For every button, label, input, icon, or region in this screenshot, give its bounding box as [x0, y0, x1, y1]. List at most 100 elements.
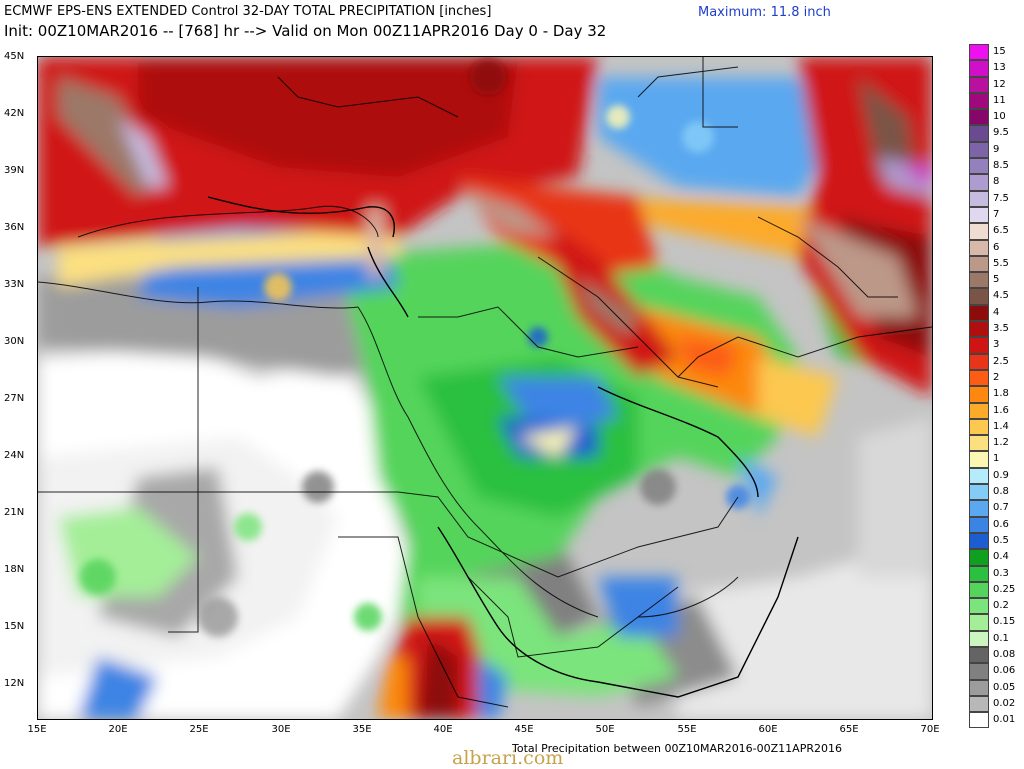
lon-label: 55E — [677, 724, 697, 735]
legend-label: 9.5 — [993, 127, 1009, 139]
legend-label: 7 — [993, 208, 1000, 220]
legend-swatch — [969, 663, 989, 680]
lat-label: 18N — [4, 564, 25, 575]
lon-label: 40E — [433, 724, 453, 735]
legend-swatch — [969, 304, 989, 322]
legend-swatch — [969, 158, 989, 175]
legend-label: 2.5 — [993, 355, 1009, 367]
legend-label: 8.5 — [993, 160, 1009, 172]
legend-item: 0.15 — [969, 614, 1023, 631]
lat-label: 33N — [4, 279, 25, 290]
legend-swatch — [969, 679, 989, 696]
legend-item: 7.5 — [969, 190, 1023, 207]
legend-swatch — [969, 141, 989, 159]
legend-swatch — [969, 630, 989, 647]
lat-label: 21N — [4, 507, 25, 518]
legend-label: 0.08 — [993, 648, 1016, 660]
legend-item: 0.02 — [969, 695, 1023, 713]
legend-swatch — [969, 206, 989, 224]
legend-label: 0.02 — [993, 697, 1016, 709]
lon-label: 65E — [839, 724, 859, 735]
legend-label: 0.4 — [993, 551, 1009, 563]
legend-item: 9.5 — [969, 125, 1023, 142]
legend-label: 6 — [993, 241, 1000, 253]
legend-item: 4 — [969, 304, 1023, 322]
legend-label: 0.2 — [993, 600, 1009, 612]
lon-label: 50E — [595, 724, 615, 735]
legend-item: 9 — [969, 141, 1023, 159]
legend-label: 5.5 — [993, 257, 1009, 269]
legend-item: 0.06 — [969, 663, 1023, 680]
legend-item: 5.5 — [969, 255, 1023, 273]
legend-item: 3 — [969, 337, 1023, 354]
legend-swatch — [969, 646, 989, 664]
lon-label: 25E — [189, 724, 209, 735]
footer-caption: Total Precipitation between 00Z10MAR2016… — [512, 742, 842, 755]
legend-swatch — [969, 76, 989, 93]
legend-swatch — [969, 695, 989, 713]
legend-swatch — [969, 60, 989, 77]
legend-label: 0.25 — [993, 583, 1016, 595]
color-scale-legend: 15 13 12 11 10 9.5 9 8.5 8 7.5 7 6.5 6 5.5 5 4.5 4 3.5 3 2.… — [969, 44, 1023, 729]
legend-swatch — [969, 712, 989, 729]
legend-item: 0.25 — [969, 581, 1023, 599]
legend-item: 15 — [969, 44, 1023, 61]
legend-swatch — [969, 223, 989, 240]
legend-swatch — [969, 532, 989, 550]
lat-label: 45N — [4, 51, 25, 62]
legend-swatch — [969, 272, 989, 289]
legend-item: 0.7 — [969, 500, 1023, 517]
legend-label: 1 — [993, 453, 1000, 465]
legend-swatch — [969, 500, 989, 517]
lat-label: 30N — [4, 336, 25, 347]
legend-item: 2.5 — [969, 353, 1023, 370]
legend-swatch — [969, 239, 989, 256]
legend-item: 2 — [969, 369, 1023, 387]
legend-swatch — [969, 418, 989, 436]
legend-item: 0.01 — [969, 712, 1023, 729]
lat-label: 15N — [4, 621, 25, 632]
lat-label: 12N — [4, 678, 25, 689]
legend-item: 1.4 — [969, 418, 1023, 436]
legend-item: 0.8 — [969, 484, 1023, 501]
legend-label: 1.2 — [993, 437, 1009, 449]
legend-swatch — [969, 565, 989, 582]
legend-swatch — [969, 581, 989, 599]
legend-swatch — [969, 549, 989, 566]
legend-item: 4.5 — [969, 288, 1023, 305]
legend-label: 0.15 — [993, 616, 1016, 628]
legend-label: 11 — [993, 94, 1006, 106]
lat-label: 36N — [4, 222, 25, 233]
legend-item: 1.2 — [969, 435, 1023, 452]
lon-label: 35E — [352, 724, 372, 735]
legend-swatch — [969, 337, 989, 354]
precipitation-map — [37, 56, 933, 720]
legend-swatch — [969, 435, 989, 452]
legend-item: 6.5 — [969, 223, 1023, 240]
legend-swatch — [969, 255, 989, 273]
legend-swatch — [969, 92, 989, 110]
watermark: albrari.com — [452, 747, 564, 769]
legend-label: 8 — [993, 176, 1000, 188]
legend-label: 1.4 — [993, 420, 1009, 432]
legend-swatch — [969, 174, 989, 191]
legend-swatch — [969, 190, 989, 207]
legend-swatch — [969, 321, 989, 338]
legend-label: 4.5 — [993, 290, 1009, 302]
legend-item: 0.9 — [969, 467, 1023, 485]
legend-item: 12 — [969, 76, 1023, 93]
legend-swatch — [969, 516, 989, 533]
legend-label: 12 — [993, 78, 1006, 90]
legend-item: 0.1 — [969, 630, 1023, 647]
legend-swatch — [969, 353, 989, 370]
legend-label: 3.5 — [993, 323, 1009, 335]
legend-label: 0.01 — [993, 714, 1016, 726]
legend-swatch — [969, 451, 989, 468]
legend-swatch — [969, 598, 989, 615]
legend-label: 9 — [993, 143, 1000, 155]
legend-label: 4 — [993, 306, 1000, 318]
legend-item: 5 — [969, 272, 1023, 289]
legend-label: 10 — [993, 111, 1006, 123]
lon-label: 45E — [514, 724, 534, 735]
legend-item: 11 — [969, 92, 1023, 110]
